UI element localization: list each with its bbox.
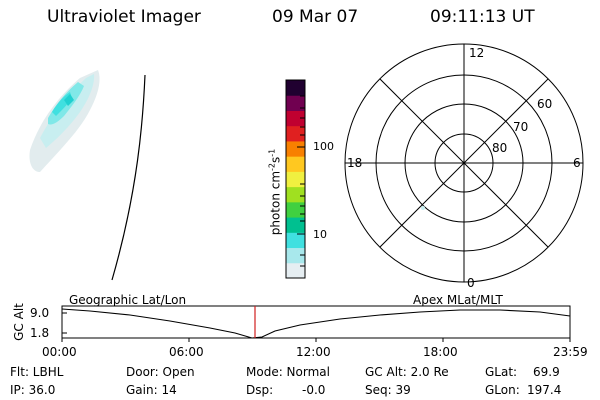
timeline-x-tick-1800: 18:00 xyxy=(423,345,458,359)
colorbar-band xyxy=(286,247,305,264)
colorbar-frame xyxy=(285,79,306,279)
mlat-label-70: 70 xyxy=(513,120,529,134)
colorbar-tick-100: 100 xyxy=(313,140,334,153)
glon-label: GLon: xyxy=(485,383,520,397)
colorbar-ticks xyxy=(297,95,305,267)
ip-info: IP: 36.0 xyxy=(10,383,56,397)
colorbar-band xyxy=(286,110,305,127)
timeline-x-tick-1200: 12:00 xyxy=(296,345,331,359)
colorbar-band xyxy=(286,171,305,188)
colorbar-band xyxy=(286,232,305,249)
timeline-y-axis-label: GC Alt xyxy=(12,303,26,341)
door-info: Door: Open xyxy=(126,365,195,379)
timeline-y-ticks xyxy=(62,312,67,334)
aurora-emission-region xyxy=(29,70,100,172)
timeline-x-tick-0600: 06:00 xyxy=(169,345,204,359)
timeline-y-tick-max: 9.0 xyxy=(30,306,50,320)
colorbar-tick-10: 10 xyxy=(313,228,327,241)
colorbar-band xyxy=(286,80,305,96)
colorbar-band xyxy=(286,95,305,111)
timeline-x-tick-0000: 00:00 xyxy=(42,345,77,359)
colorbar-band xyxy=(286,156,305,172)
polar-emission-spot xyxy=(421,206,425,210)
timeline-x-tick-2359: 23:59 xyxy=(553,345,588,359)
glat-value: 69.9 xyxy=(533,365,560,379)
mlt-label-12: 12 xyxy=(469,46,485,60)
seq-info: Seq: 39 xyxy=(365,383,411,397)
mlt-label-0: 0 xyxy=(467,276,475,290)
mlat-label-60: 60 xyxy=(537,97,553,111)
timeline-right-title: Apex MLat/MLT xyxy=(413,293,503,307)
colorbar-band xyxy=(286,125,305,142)
gain-info: Gain: 14 xyxy=(126,383,177,397)
dsp-value: -0.0 xyxy=(302,383,326,397)
instrument-title: Ultraviolet Imager xyxy=(47,7,201,27)
glat-label: GLat: xyxy=(485,365,518,379)
image-date: 09 Mar 07 xyxy=(272,7,359,27)
mode-info: Mode: Normal xyxy=(246,365,330,379)
colorbar-band xyxy=(286,262,305,279)
colorbar-band xyxy=(286,140,305,157)
mlat-label-80: 80 xyxy=(492,141,508,155)
gc-alt-info: GC Alt: 2.0 Re xyxy=(365,365,449,379)
timeline-y-tick-min: 1.8 xyxy=(30,326,50,340)
dsp-label: Dsp: xyxy=(246,383,274,397)
altitude-trace xyxy=(61,308,571,339)
mlt-label-6: 6 xyxy=(573,156,581,170)
filter-info: Flt: LBHL xyxy=(10,365,64,379)
limb-arc xyxy=(111,74,146,281)
glon-value: 197.4 xyxy=(527,383,562,397)
image-time: 09:11:13 UT xyxy=(430,7,535,27)
timeline-x-ticks xyxy=(61,338,571,342)
timeline-left-title: Geographic Lat/Lon xyxy=(69,293,187,307)
colorbar-band xyxy=(286,186,305,203)
mlt-label-18: 18 xyxy=(347,156,363,170)
timeline-frame xyxy=(61,305,571,339)
colorbar-bands xyxy=(286,80,305,279)
polar-diagonal-2 xyxy=(379,78,549,248)
